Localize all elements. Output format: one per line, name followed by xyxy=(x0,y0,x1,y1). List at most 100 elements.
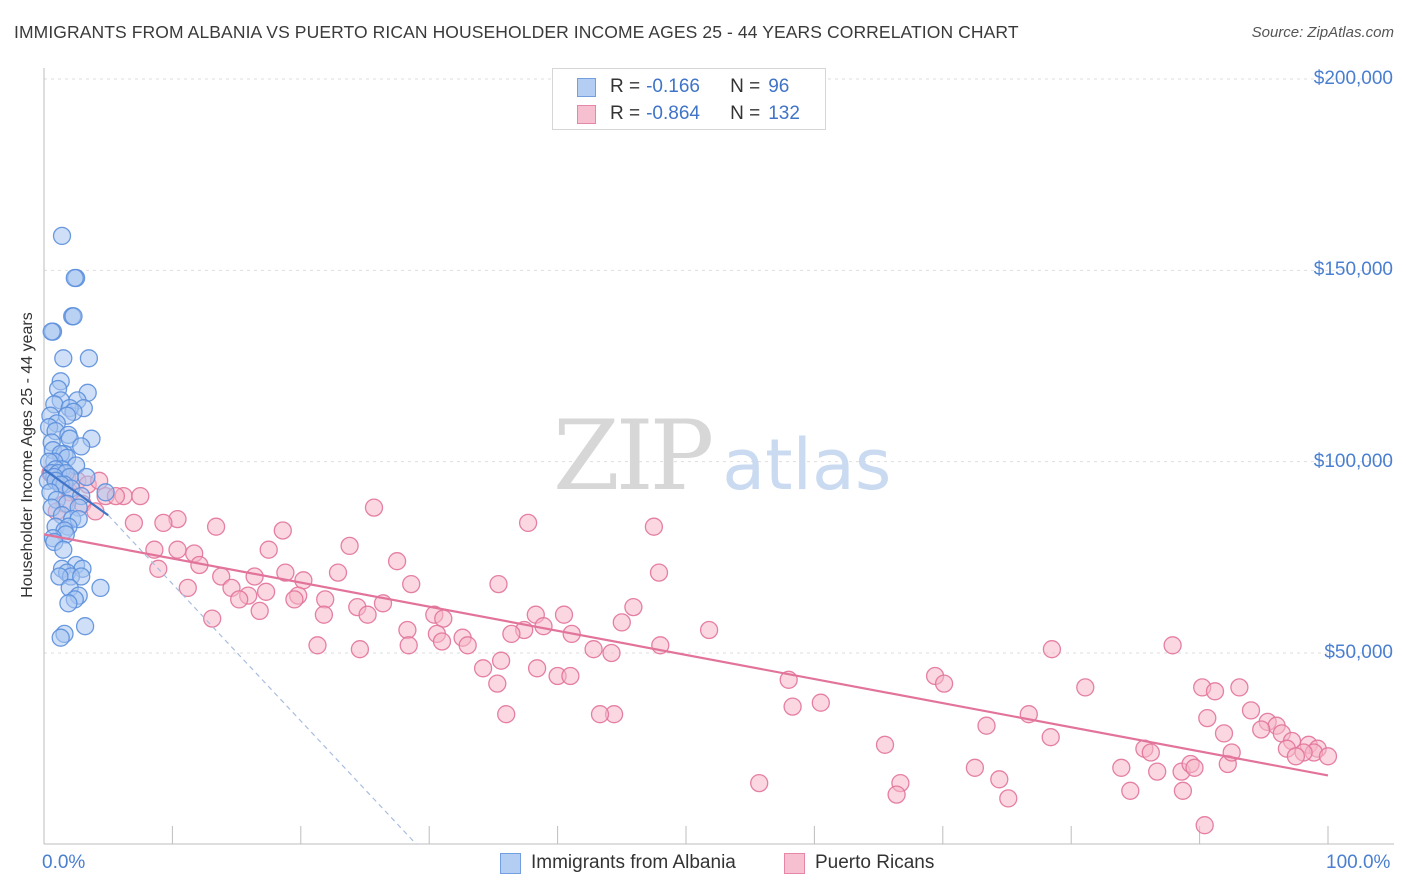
data-point xyxy=(458,636,477,655)
legend-row-puerto-ricans: R = -0.864 N = 132 xyxy=(577,101,800,127)
y-tick-label: $150,000 xyxy=(1313,259,1393,281)
data-point xyxy=(561,666,580,686)
data-point xyxy=(387,552,407,571)
data-point xyxy=(203,609,222,628)
data-point xyxy=(1163,636,1182,655)
bottom-legend-label-albania: Immigrants from Albania xyxy=(531,852,736,873)
data-point xyxy=(230,590,249,609)
data-point xyxy=(612,613,631,632)
data-point xyxy=(398,620,417,640)
axes xyxy=(43,68,1394,845)
data-point xyxy=(1141,743,1160,762)
data-point xyxy=(168,540,187,559)
data-point xyxy=(50,567,69,586)
trend-line-1 xyxy=(43,533,1329,777)
data-point xyxy=(96,483,115,502)
data-point xyxy=(91,578,110,598)
data-point xyxy=(65,268,84,288)
data-point xyxy=(54,540,73,559)
data-point xyxy=(1230,678,1249,697)
data-point xyxy=(488,674,507,693)
y-tick-label: $200,000 xyxy=(1313,68,1393,89)
data-point xyxy=(489,574,508,594)
data-point xyxy=(1214,724,1234,743)
data-point xyxy=(590,705,610,724)
data-point xyxy=(350,640,370,659)
trend-lines xyxy=(43,468,1329,845)
data-point xyxy=(1205,682,1225,701)
data-point xyxy=(316,590,335,609)
data-point xyxy=(875,735,895,754)
data-point xyxy=(1318,747,1338,766)
bottom-legend-swatch-albania xyxy=(500,852,521,874)
data-point xyxy=(649,563,669,582)
data-point xyxy=(72,437,91,456)
data-point xyxy=(1252,720,1271,739)
data-point xyxy=(887,785,906,804)
legend-r-label: R = xyxy=(610,76,641,97)
data-point xyxy=(314,605,334,624)
grid-lines xyxy=(44,78,1394,654)
data-point xyxy=(1195,816,1214,835)
data-point xyxy=(245,567,264,586)
legend-swatch-albania xyxy=(577,77,596,97)
watermark: ZIP atlas xyxy=(553,400,891,512)
data-point xyxy=(432,632,452,651)
data-point xyxy=(699,620,719,640)
trend-line-dashed-0 xyxy=(107,514,417,845)
data-point xyxy=(554,605,574,624)
data-point xyxy=(491,651,511,670)
data-point xyxy=(59,594,78,613)
trend-line-0 xyxy=(43,468,109,517)
source-name: ZipAtlas.com xyxy=(1307,24,1394,41)
data-point xyxy=(965,758,985,777)
data-point xyxy=(75,617,95,636)
data-point xyxy=(1042,640,1062,659)
data-point xyxy=(402,574,421,594)
data-point xyxy=(273,521,292,540)
data-point xyxy=(308,636,327,655)
legend-n-value: 96 xyxy=(768,76,790,97)
data-point xyxy=(1286,747,1306,766)
data-point xyxy=(72,567,91,586)
data-point xyxy=(497,705,516,724)
data-point xyxy=(527,659,547,678)
source-label: Source: xyxy=(1251,24,1304,41)
data-point xyxy=(399,636,418,655)
legend-row-albania: R = -0.166 N = 96 xyxy=(577,74,789,100)
watermark-atlas: atlas xyxy=(722,424,892,506)
source-attribution: Source: ZipAtlas.com xyxy=(1252,24,1394,41)
data-point xyxy=(602,643,621,663)
data-point xyxy=(1241,701,1261,720)
data-point xyxy=(285,590,304,609)
stats-legend: R = -0.166 N = 96 R = -0.864 N = 132 xyxy=(552,68,826,130)
x-tick-label-min: 0.0% xyxy=(42,852,86,873)
data-point xyxy=(79,349,99,368)
legend-n-label: N = xyxy=(730,76,761,97)
legend-r-label: R = xyxy=(610,103,641,124)
data-point xyxy=(42,322,61,341)
data-point xyxy=(340,536,359,556)
data-point xyxy=(502,624,521,644)
data-point xyxy=(77,467,96,487)
x-tick-label-max: 100.0% xyxy=(1326,852,1391,873)
data-point xyxy=(1041,728,1060,747)
data-point xyxy=(364,498,384,517)
data-point xyxy=(206,517,226,536)
data-point xyxy=(783,697,802,716)
data-point xyxy=(178,578,197,598)
data-point xyxy=(1173,781,1193,800)
data-point xyxy=(1148,762,1167,781)
data-point xyxy=(64,307,83,326)
data-point xyxy=(294,571,313,590)
data-point xyxy=(1121,781,1140,800)
data-point xyxy=(131,486,150,506)
data-point xyxy=(54,349,73,368)
data-point xyxy=(256,582,276,601)
legend-n-label: N = xyxy=(730,103,761,124)
data-point xyxy=(1112,758,1131,777)
data-point xyxy=(811,693,830,712)
data-point xyxy=(358,605,377,624)
data-point xyxy=(624,597,643,617)
y-tick-label: $100,000 xyxy=(1313,450,1393,472)
